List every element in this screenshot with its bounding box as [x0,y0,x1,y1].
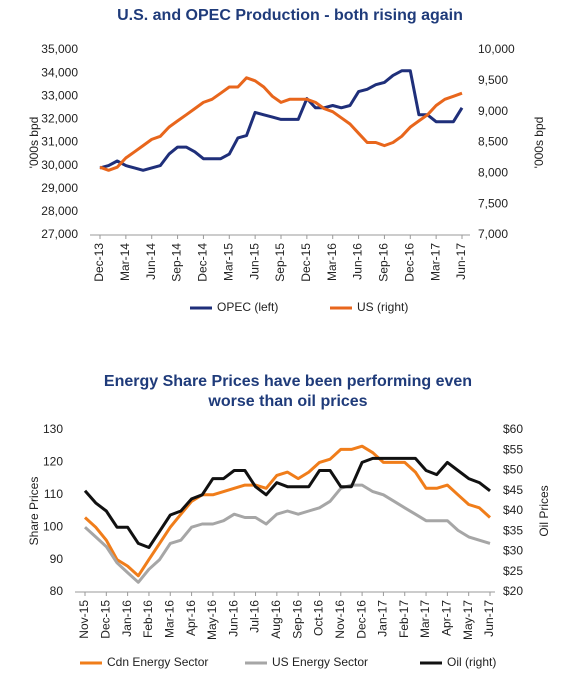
y-axis-title: '000s bpd [27,117,41,169]
y2-tick-label: 9,000 [478,104,508,118]
series-line [99,76,463,172]
series-line [83,444,492,578]
legend-label: US (right) [357,300,408,314]
x-tick-label: Dec-14 [196,243,210,282]
x-tick-label: Mar-16 [162,600,176,638]
x-tick-label: Dec-16 [354,600,368,639]
x-tick-label: Dec-15 [98,600,112,639]
y-tick-label: 110 [44,487,63,501]
series-line [83,483,491,584]
legend-label: Cdn Energy Sector [107,655,208,669]
legend-label: Oil (right) [447,655,496,669]
x-tick-label: Mar-15 [221,243,235,281]
y-tick-label: 34,000 [41,65,78,79]
y2-tick-label: $40 [503,503,523,517]
x-tick-label: Aug-16 [269,600,283,639]
x-tick-label: Apr-16 [184,600,198,636]
y2-tick-label: $45 [503,483,523,497]
y2-axis-title: '000s bpd [532,117,546,169]
x-tick-label: May-16 [205,600,219,640]
y2-tick-label: 10,000 [478,42,515,56]
y-tick-label: 35,000 [41,42,78,56]
y2-tick-label: 8,500 [478,135,508,149]
y-tick-label: 28,000 [41,204,78,218]
y2-tick-label: 7,500 [478,196,508,210]
y2-tick-label: $60 [503,422,523,436]
y2-axis-title: Oil Prices [537,485,551,536]
y-tick-label: 31,000 [41,135,78,149]
x-tick-label: Jan-16 [120,600,134,637]
x-tick-label: Nov-15 [77,600,91,639]
x-tick-label: Mar-17 [428,243,442,281]
x-tick-label: Jun-16 [226,600,240,637]
x-tick-label: Mar-14 [118,243,132,281]
chart-title: U.S. and OPEC Production - both rising a… [117,7,463,24]
x-tick-label: Jun-17 [482,600,496,637]
y2-tick-label: $25 [503,564,523,578]
x-tick-label: Dec-13 [92,243,106,282]
x-tick-label: Jun-15 [247,243,261,280]
x-tick-label: Sep-15 [273,243,287,282]
y2-tick-label: $35 [503,523,523,537]
y-tick-label: 27,000 [41,227,78,241]
y-tick-label: 33,000 [41,88,78,102]
x-tick-label: Jan-17 [376,600,390,637]
y-tick-label: 100 [43,519,63,533]
x-tick-label: Sep-16 [290,600,304,639]
x-tick-label: Oct-16 [312,600,326,636]
series-line [99,69,464,172]
x-tick-label: Dec-15 [299,243,313,282]
y-tick-label: 90 [50,552,64,566]
x-tick-label: Jun-14 [144,243,158,280]
x-tick-label: Dec-16 [402,243,416,282]
y-tick-label: 29,000 [41,181,78,195]
chart-title: Energy Share Prices have been performing… [103,373,473,410]
y2-tick-label: $30 [503,544,523,558]
series-line [83,456,491,549]
x-tick-label: Sep-14 [170,243,184,282]
legend-label: US Energy Sector [272,655,368,669]
y2-tick-label: $50 [503,463,523,477]
y-tick-label: 130 [43,422,63,436]
x-tick-label: Feb-17 [397,600,411,638]
y-tick-label: 120 [43,455,63,469]
legend-label: OPEC (left) [217,300,278,314]
y-tick-label: 32,000 [41,112,78,126]
y-tick-label: 30,000 [41,158,78,172]
y2-tick-label: 7,000 [478,227,508,241]
x-tick-label: Jun-17 [454,243,468,280]
x-tick-label: Sep-16 [377,243,391,282]
y-tick-label: 80 [50,584,64,598]
y-axis-title: Share Prices [27,477,41,546]
x-tick-label: Feb-16 [141,600,155,638]
x-tick-label: Nov-16 [333,600,347,639]
y2-tick-label: 8,000 [478,166,508,180]
x-tick-label: May-17 [461,600,475,640]
x-tick-label: Mar-17 [418,600,432,638]
y2-tick-label: 9,500 [478,73,508,87]
y2-tick-label: $55 [503,442,523,456]
x-tick-label: Jul-16 [248,600,262,633]
y2-tick-label: $20 [503,584,523,598]
x-tick-label: Jun-16 [351,243,365,280]
x-tick-label: Apr-17 [440,600,454,636]
x-tick-label: Mar-16 [325,243,339,281]
